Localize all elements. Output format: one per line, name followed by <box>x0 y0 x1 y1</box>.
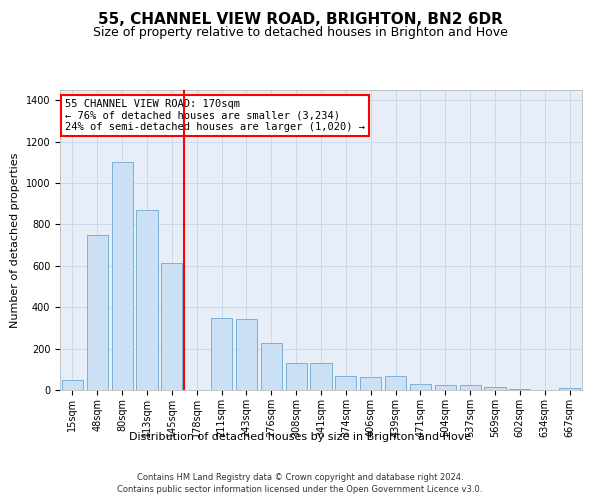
Bar <box>211 318 232 390</box>
Text: 55 CHANNEL VIEW ROAD: 170sqm
← 76% of detached houses are smaller (3,234)
24% of: 55 CHANNEL VIEW ROAD: 170sqm ← 76% of de… <box>65 99 365 132</box>
Text: Distribution of detached houses by size in Brighton and Hove: Distribution of detached houses by size … <box>129 432 471 442</box>
Bar <box>410 384 431 390</box>
Bar <box>435 385 456 390</box>
Bar <box>335 376 356 390</box>
Bar <box>62 380 83 390</box>
Text: Contains public sector information licensed under the Open Government Licence v3: Contains public sector information licen… <box>118 485 482 494</box>
Bar <box>460 385 481 390</box>
Bar <box>559 388 580 390</box>
Text: Size of property relative to detached houses in Brighton and Hove: Size of property relative to detached ho… <box>92 26 508 39</box>
Bar <box>310 363 332 390</box>
Bar <box>112 162 133 390</box>
Bar <box>484 387 506 390</box>
Bar <box>136 210 158 390</box>
Bar <box>161 263 182 390</box>
Text: Contains HM Land Registry data © Crown copyright and database right 2024.: Contains HM Land Registry data © Crown c… <box>137 472 463 482</box>
Bar <box>385 376 406 390</box>
Bar <box>236 318 257 390</box>
Bar <box>261 344 282 390</box>
Bar <box>286 363 307 390</box>
Y-axis label: Number of detached properties: Number of detached properties <box>10 152 20 328</box>
Bar <box>509 389 530 390</box>
Bar <box>360 376 381 390</box>
Text: 55, CHANNEL VIEW ROAD, BRIGHTON, BN2 6DR: 55, CHANNEL VIEW ROAD, BRIGHTON, BN2 6DR <box>98 12 502 28</box>
Bar <box>87 235 108 390</box>
